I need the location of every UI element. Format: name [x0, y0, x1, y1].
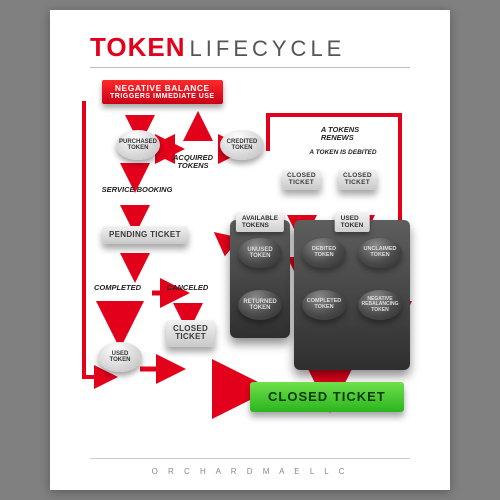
label-canceled: CANCELED — [160, 284, 215, 292]
title-word1: TOKEN — [90, 32, 186, 62]
chip-completed-tok: COMPLETEDTOKEN — [302, 290, 346, 320]
panel-used-hdr: USEDTOKEN — [335, 212, 370, 232]
footer-text: O R C H A R D M A E L L C — [90, 458, 410, 476]
chip-unused: UNUSEDTOKEN — [238, 238, 282, 268]
tile-closed-big: CLOSED TICKET — [250, 382, 404, 412]
chip-used-left: USEDTOKEN — [98, 342, 142, 372]
label-renews: A TOKENSRENEWS — [310, 126, 370, 142]
tile-closed-a: CLOSEDTICKET — [282, 170, 321, 190]
tile-closed-b: CLOSEDTICKET — [338, 170, 377, 190]
label-debited: A TOKEN IS DEBITED — [298, 150, 388, 157]
chip-debited: DEBITEDTOKEN — [302, 238, 346, 268]
chip-purchased: PURCHASEDTOKEN — [116, 130, 160, 160]
tile-closed-mid: CLOSEDTICKET — [166, 320, 215, 347]
label-completed: COMPLETED — [90, 284, 145, 292]
negative-balance-banner: NEGATIVE BALANCE TRIGGERS IMMEDIATE USE — [102, 80, 223, 104]
title-row: TOKENLIFECYCLE — [90, 32, 410, 68]
diagram-canvas: NEGATIVE BALANCE TRIGGERS IMMEDIATE USE … — [80, 74, 420, 450]
chip-unclaimed: UNCLAIMEDTOKEN — [358, 238, 402, 268]
title-word2: LIFECYCLE — [190, 36, 346, 61]
panel-available-hdr: AVAILABLETOKENS — [236, 212, 284, 232]
banner-l2: TRIGGERS IMMEDIATE USE — [110, 93, 215, 100]
tile-pending: PENDING TICKET — [102, 226, 188, 244]
chip-returned: RETURNEDTOKEN — [238, 290, 282, 320]
chip-negreb: NEGATIVEREBALANCINGTOKEN — [358, 290, 402, 320]
panel-available: AVAILABLETOKENS UNUSEDTOKEN RETURNEDTOKE… — [230, 220, 290, 338]
chip-credited: CREDITEDTOKEN — [220, 130, 264, 160]
label-acquired: ACQUIREDTOKENS — [168, 154, 218, 170]
panel-used: USEDTOKEN DEBITEDTOKEN UNCLAIMEDTOKEN CO… — [294, 220, 410, 370]
page-card: TOKENLIFECYCLE — [50, 10, 450, 490]
label-service: SERVICE BOOKING — [92, 186, 182, 194]
banner-l1: NEGATIVE BALANCE — [110, 84, 215, 93]
